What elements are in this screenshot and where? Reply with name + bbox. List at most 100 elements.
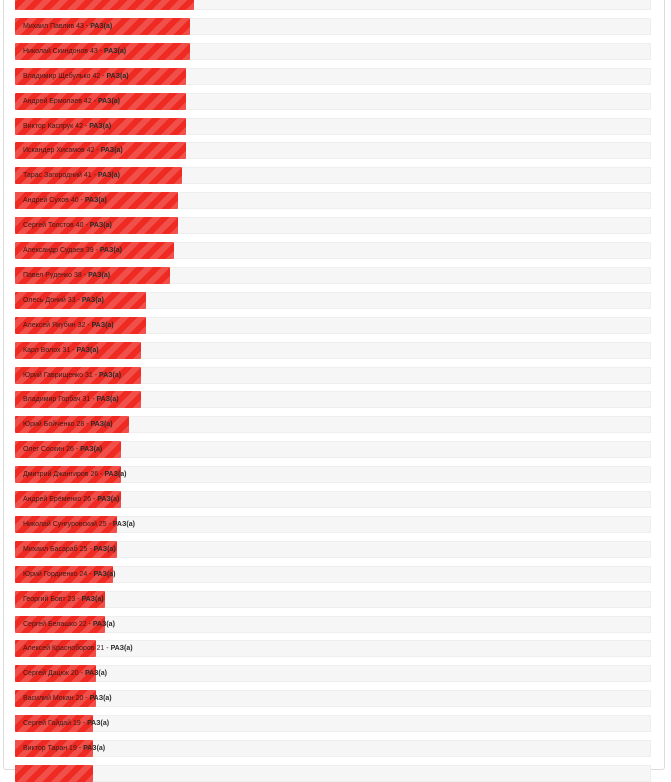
result-row: Юрий Гордиенко 24 - РАЗ(а) bbox=[15, 565, 651, 583]
result-label: Дмитрий Джангиров 26 - РАЗ(а) bbox=[23, 466, 127, 483]
result-name: Сергей Гайдай bbox=[23, 720, 72, 728]
result-suffix: РАЗ(а) bbox=[90, 421, 113, 429]
result-name: Василий Мокан bbox=[23, 695, 74, 703]
result-score: 19 bbox=[69, 745, 77, 752]
result-row: Василий Мокан 20 - РАЗ(а) bbox=[15, 690, 651, 708]
result-label: Сергей Гайдай 19 - РАЗ(а) bbox=[23, 715, 109, 732]
result-separator: - bbox=[70, 346, 77, 354]
result-score: 42 bbox=[92, 72, 101, 80]
result-score: 42 bbox=[83, 97, 92, 105]
result-label: Олесь Доний 33 - РАЗ(а) bbox=[23, 292, 104, 309]
result-name: Сергей Толстов bbox=[23, 222, 74, 230]
result-bar bbox=[15, 416, 129, 434]
result-name: Олесь Доний bbox=[23, 296, 66, 304]
result-name: Карл Волох bbox=[23, 346, 61, 354]
result-name: Тарас Загородний bbox=[23, 172, 82, 180]
result-name: Сергей Дацюк bbox=[23, 670, 69, 678]
result-score: 32 bbox=[77, 321, 86, 329]
result-label: Тарас Загородний 41 - РАЗ(а) bbox=[23, 167, 120, 184]
result-score: 43 bbox=[89, 47, 98, 55]
result-score: 23 bbox=[67, 595, 76, 603]
result-name: Андрей Ерёменко bbox=[23, 496, 82, 503]
result-suffix: РАЗ(а) bbox=[81, 595, 104, 603]
result-suffix: РАЗ(а) bbox=[81, 296, 104, 304]
result-name: Михаил Павлив bbox=[23, 22, 75, 30]
result-name: Виктор Таран bbox=[23, 745, 68, 752]
result-name: Юрий Гордиенко bbox=[23, 570, 78, 578]
result-suffix: РАЗ(а) bbox=[89, 695, 112, 703]
result-bar bbox=[15, 640, 96, 658]
result-label: Сергей Дацюк 20 - РАЗ(а) bbox=[23, 665, 107, 682]
result-suffix: РАЗ(а) bbox=[92, 620, 115, 628]
result-bar bbox=[15, 117, 186, 135]
result-separator: - bbox=[82, 122, 90, 130]
result-score: 41 bbox=[83, 172, 92, 180]
result-score: 21 bbox=[96, 645, 105, 653]
result-separator: - bbox=[92, 371, 100, 379]
result-row: Юрий Бойченко 28 - РАЗ(а) bbox=[15, 416, 651, 434]
result-name: Николай Сунгуровский bbox=[23, 520, 97, 528]
result-bar bbox=[15, 17, 190, 35]
result-row: Андрей Сухов 40 - РАЗ(а) bbox=[15, 192, 651, 210]
result-separator: - bbox=[85, 321, 92, 329]
result-row: Искандер Хисамов 42 - РАЗ(а) bbox=[15, 142, 651, 160]
result-separator: - bbox=[76, 745, 84, 752]
result-separator: - bbox=[90, 396, 97, 404]
result-bar bbox=[15, 366, 141, 384]
result-score: 38 bbox=[74, 271, 82, 279]
result-label: Николай Скиндонов 43 - РАЗ(а) bbox=[23, 43, 126, 60]
result-label: Михаил Басараб 25 - РАЗ(а) bbox=[23, 541, 116, 558]
result-row: Дмитрий Джангиров 26 - РАЗ(а) bbox=[15, 466, 651, 484]
result-bar bbox=[15, 715, 93, 733]
result-row: Карл Волох 31 - РАЗ(а) bbox=[15, 341, 651, 359]
result-suffix: РАЗ(а) bbox=[97, 97, 121, 105]
result-name: Владимир Щебулько bbox=[23, 72, 91, 80]
result-label: Андрей Ерёменко 26 - РАЗ(а) bbox=[23, 491, 119, 508]
result-bar bbox=[15, 0, 194, 10]
result-separator: - bbox=[86, 620, 93, 628]
result-score: 31 bbox=[84, 371, 93, 379]
result-label: Олег Соскин 26 - РАЗ(а) bbox=[23, 441, 102, 458]
result-row: Юрий Гаврищенко 31 - РАЗ(а) bbox=[15, 366, 651, 384]
result-name: Юрий Гаврищенко bbox=[23, 371, 84, 379]
result-row: Виктор Таран 19 - РАЗ(а) bbox=[15, 740, 651, 757]
result-row: Владимир Щебулько 42 - РАЗ(а) bbox=[15, 67, 651, 85]
result-suffix: РАЗ(а) bbox=[90, 22, 113, 30]
result-row: Георгий Бовт 23 - РАЗ(а) bbox=[15, 590, 651, 608]
result-separator: - bbox=[106, 520, 113, 528]
result-score: 31 bbox=[62, 346, 71, 354]
result-name: Алексей Якубин bbox=[23, 321, 76, 329]
result-label: Павел Руденко 38 - РАЗ(а) bbox=[23, 267, 110, 284]
result-suffix: РАЗ(а) bbox=[100, 147, 123, 155]
result-suffix: РАЗ(а) bbox=[76, 346, 99, 354]
result-label: Сергей Белашко 22 - РАЗ(а) bbox=[23, 616, 115, 633]
result-label: Андрей Ермолаев 42 - РАЗ(а) bbox=[23, 93, 120, 110]
result-name: Павел Руденко bbox=[23, 271, 73, 279]
result-name: Юрий Бойченко bbox=[23, 421, 75, 429]
result-row: Андрей Ерёменко 26 - РАЗ(а) bbox=[15, 491, 651, 508]
result-suffix: РАЗ(а) bbox=[84, 197, 107, 205]
result-bar bbox=[15, 491, 121, 508]
result-bar bbox=[15, 92, 186, 110]
result-separator: - bbox=[78, 197, 85, 205]
result-row bbox=[15, 0, 651, 10]
result-separator: - bbox=[75, 296, 82, 304]
result-row: Сергей Толстов 40 - РАЗ(а) bbox=[15, 217, 651, 235]
result-row: Андрей Ермолаев 42 - РАЗ(а) bbox=[15, 92, 651, 110]
result-score: 25 bbox=[98, 520, 107, 528]
result-suffix: РАЗ(а) bbox=[99, 247, 122, 254]
result-row: Павел Руденко 38 - РАЗ(а) bbox=[15, 266, 651, 284]
result-label: Владимир Щебулько 42 - РАЗ(а) bbox=[23, 68, 129, 85]
result-row: Сергей Гайдай 19 - РАЗ(а) bbox=[15, 715, 651, 733]
result-row: Тарас Загородний 41 - РАЗ(а) bbox=[15, 167, 651, 185]
result-score: 26 bbox=[90, 471, 99, 479]
result-suffix: РАЗ(а) bbox=[80, 446, 103, 454]
result-label: Андрей Сухов 40 - РАЗ(а) bbox=[23, 192, 107, 209]
result-suffix: РАЗ(а) bbox=[88, 271, 111, 279]
result-bar bbox=[15, 690, 96, 708]
result-separator: - bbox=[91, 97, 98, 105]
result-bar bbox=[15, 192, 178, 210]
result-name: Дмитрий Джангиров bbox=[23, 471, 89, 479]
result-bar bbox=[15, 67, 186, 85]
result-label: Михаил Павлив 43 - РАЗ(а) bbox=[23, 18, 112, 35]
